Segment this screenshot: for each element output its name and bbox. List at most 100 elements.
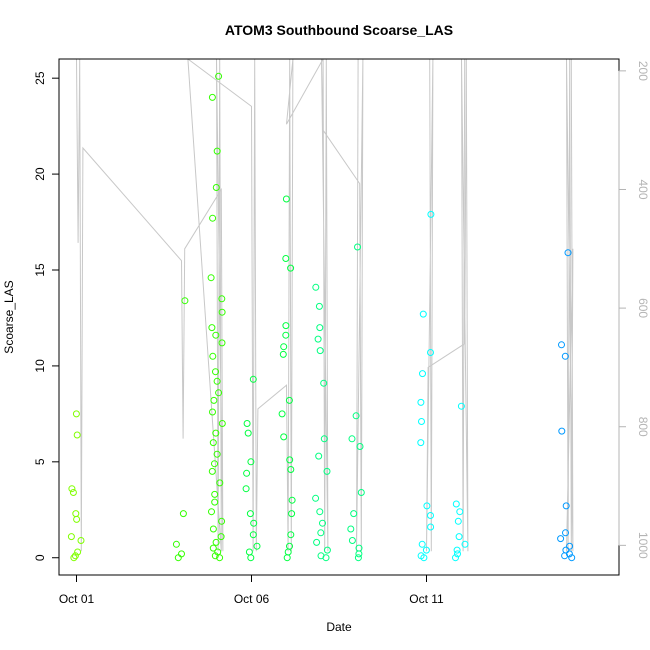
data-point bbox=[213, 377, 221, 385]
data-point bbox=[419, 310, 427, 318]
data-point bbox=[315, 452, 323, 460]
data-point bbox=[283, 554, 291, 562]
data-point bbox=[323, 467, 331, 475]
data-point bbox=[278, 410, 286, 418]
data-point bbox=[77, 537, 85, 544]
x-tick-label: Oct 11 bbox=[409, 592, 444, 606]
data-point bbox=[317, 529, 325, 537]
data-point bbox=[282, 255, 290, 262]
data-point bbox=[312, 283, 320, 291]
data-point bbox=[215, 389, 223, 397]
x-axis-label: Date bbox=[326, 620, 352, 634]
data-point bbox=[347, 525, 355, 533]
data-point bbox=[209, 408, 216, 416]
data-point bbox=[568, 554, 576, 562]
data-point bbox=[558, 341, 565, 349]
data-point bbox=[461, 540, 469, 548]
data-point bbox=[249, 375, 257, 383]
data-point bbox=[285, 396, 293, 404]
data-point bbox=[355, 550, 363, 558]
secondary-y-tick-label: 1000 bbox=[636, 532, 650, 559]
data-point bbox=[423, 502, 431, 510]
data-point bbox=[565, 550, 573, 558]
x-axis: Oct 01 Oct 06 Oct 11 bbox=[59, 574, 444, 606]
data-point bbox=[213, 450, 221, 458]
data-point bbox=[316, 324, 324, 332]
data-point bbox=[218, 420, 226, 427]
data-point bbox=[218, 517, 226, 525]
data-point bbox=[456, 508, 464, 516]
data-point bbox=[427, 512, 434, 519]
data-point bbox=[212, 429, 220, 437]
data-point bbox=[247, 458, 255, 466]
data-point bbox=[420, 554, 428, 562]
data-point bbox=[457, 402, 465, 410]
data-point bbox=[288, 510, 296, 518]
secondary-y-axis: 200 400 600 800 1000 bbox=[618, 61, 650, 559]
data-point bbox=[209, 525, 217, 533]
data-point bbox=[68, 485, 76, 493]
data-point bbox=[67, 533, 75, 541]
data-point bbox=[316, 508, 324, 516]
data-point bbox=[354, 243, 361, 251]
data-point bbox=[454, 550, 461, 558]
data-point bbox=[174, 554, 182, 562]
data-point bbox=[422, 546, 430, 554]
data-point bbox=[562, 502, 570, 510]
data-point bbox=[213, 147, 221, 155]
secondary-y-tick-label: 400 bbox=[636, 179, 650, 199]
data-point bbox=[452, 500, 460, 508]
data-point bbox=[72, 410, 80, 418]
data-point bbox=[211, 552, 219, 560]
secondary-y-tick-label: 600 bbox=[636, 298, 650, 318]
y-tick-label: 15 bbox=[33, 263, 47, 277]
y-tick-label: 10 bbox=[33, 359, 47, 373]
data-point bbox=[558, 427, 566, 435]
data-point bbox=[69, 489, 77, 496]
data-point bbox=[212, 331, 220, 339]
chart-title: ATOM3 Southbound Scoarse_LAS bbox=[225, 22, 453, 38]
data-point bbox=[320, 435, 328, 443]
data-point bbox=[215, 72, 223, 80]
data-point bbox=[282, 331, 290, 339]
data-point bbox=[280, 343, 288, 351]
data-point bbox=[323, 546, 331, 554]
data-point bbox=[211, 490, 219, 498]
data-point bbox=[564, 249, 572, 257]
depth-trace-layer bbox=[76, 59, 574, 552]
data-point bbox=[253, 542, 261, 550]
data-point bbox=[243, 469, 251, 477]
data-point bbox=[455, 533, 463, 541]
data-point bbox=[427, 349, 434, 356]
y-axis-label: Scoarse_LAS bbox=[2, 280, 16, 353]
data-point bbox=[356, 443, 364, 450]
data-point bbox=[354, 554, 362, 562]
data-points-layer bbox=[67, 72, 576, 562]
data-point bbox=[218, 295, 226, 303]
data-point bbox=[249, 531, 257, 539]
data-point bbox=[208, 467, 216, 475]
data-point bbox=[208, 93, 216, 101]
data-point bbox=[212, 184, 220, 191]
data-point bbox=[70, 554, 78, 562]
data-point bbox=[418, 418, 425, 425]
data-point bbox=[280, 433, 288, 441]
data-point bbox=[208, 508, 215, 516]
data-point bbox=[243, 420, 251, 427]
data-point bbox=[210, 396, 218, 404]
data-point bbox=[282, 322, 290, 330]
data-point bbox=[216, 554, 224, 562]
data-point bbox=[242, 485, 250, 493]
data-point bbox=[288, 496, 296, 504]
data-point bbox=[282, 195, 290, 203]
depth-trace-line bbox=[76, 59, 574, 552]
data-point bbox=[287, 531, 295, 539]
data-point bbox=[279, 350, 287, 358]
data-point bbox=[212, 368, 219, 376]
data-point bbox=[427, 523, 435, 531]
data-point bbox=[313, 538, 321, 546]
data-point bbox=[561, 352, 569, 360]
data-point bbox=[419, 370, 426, 378]
data-point bbox=[320, 379, 328, 387]
